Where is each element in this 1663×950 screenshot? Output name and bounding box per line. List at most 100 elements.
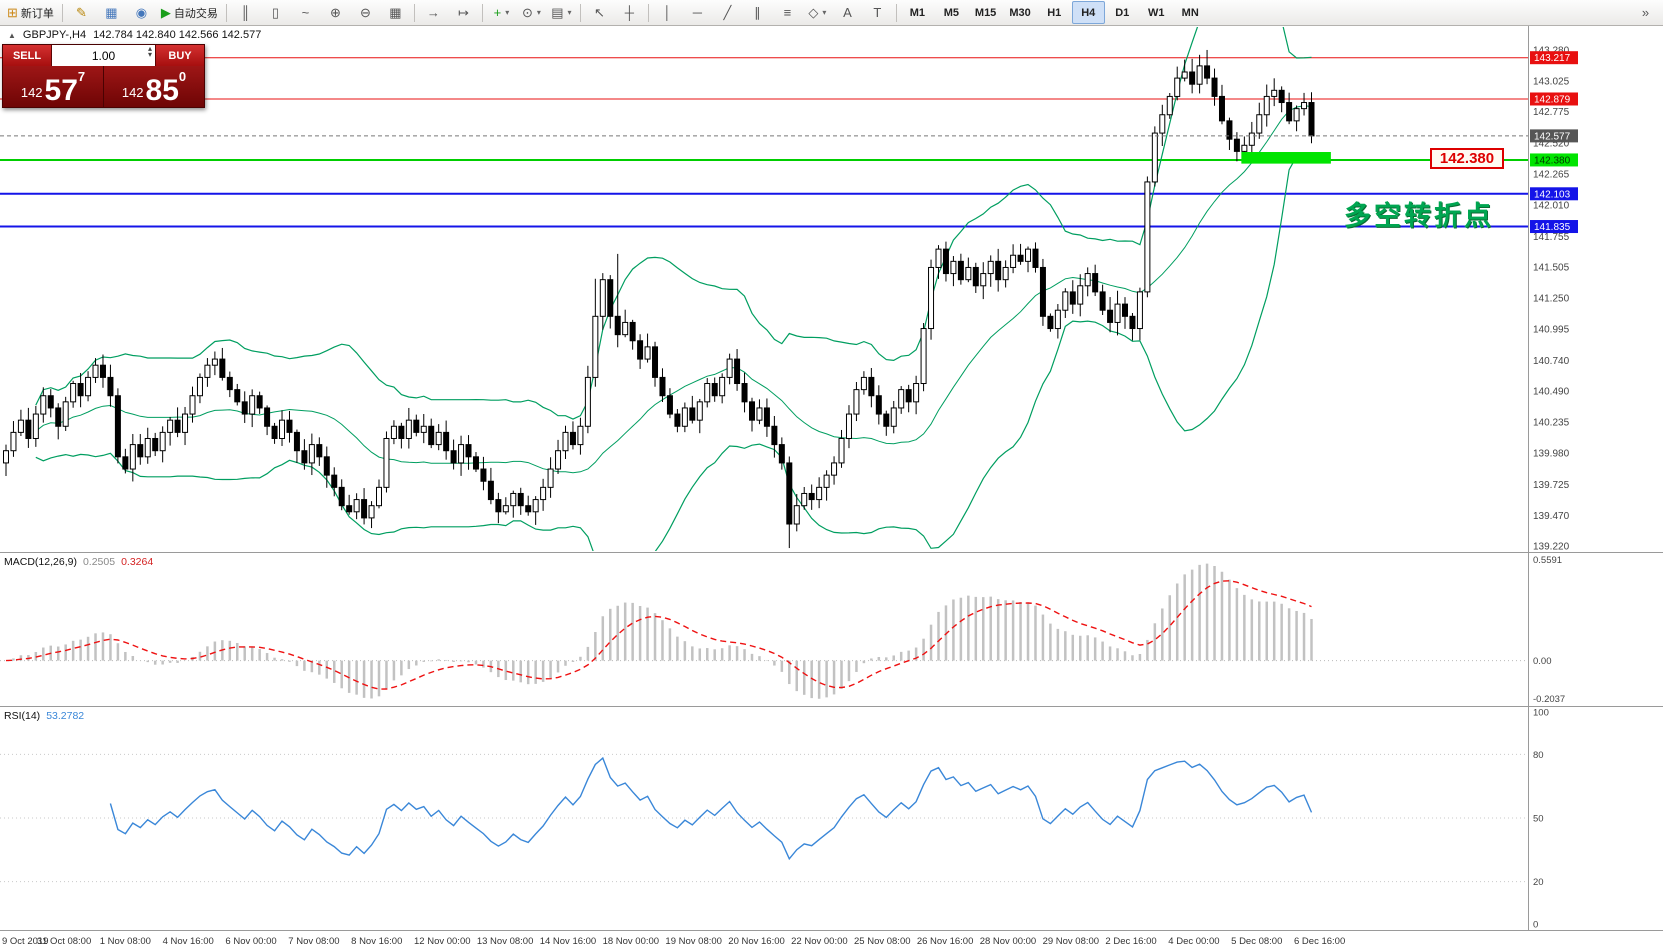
timeframe-h1[interactable]: H1 bbox=[1038, 1, 1071, 24]
rsi-indicator-label: RSI(14) 53.2782 bbox=[4, 710, 84, 722]
sell-price-sup: 7 bbox=[77, 69, 86, 84]
horizontal-line[interactable]: ─ bbox=[683, 1, 712, 24]
quote-panel-header: SELL 1.00 ▴ ▾ BUY bbox=[3, 44, 204, 66]
svg-text:7 Nov 08:00: 7 Nov 08:00 bbox=[288, 936, 339, 947]
lot-size-value[interactable]: 1.00 bbox=[91, 48, 116, 63]
turning-point-annotation[interactable]: 多空转折点 bbox=[1344, 201, 1494, 231]
toolbar-separator bbox=[579, 3, 581, 22]
price-axis-marker: 141.835 bbox=[1530, 220, 1578, 234]
autotrading-label: 自动交易 bbox=[173, 7, 218, 20]
new-order-icon: ⊞ bbox=[7, 5, 18, 20]
channel-icon: ∥ bbox=[754, 5, 761, 20]
buy-price-big: 85 bbox=[145, 73, 179, 107]
zoom-in-icon: ⊕ bbox=[329, 5, 341, 20]
svg-text:13 Nov 08:00: 13 Nov 08:00 bbox=[477, 936, 534, 947]
chart-candles[interactable]: ▯ bbox=[261, 1, 290, 24]
market-watch[interactable]: ▦ bbox=[97, 1, 126, 24]
lot-increase-button[interactable]: ▴ bbox=[147, 44, 152, 53]
vertical-line[interactable]: │ bbox=[653, 1, 682, 24]
macd-signal-line bbox=[5, 580, 1312, 690]
macd-signal-value: 0.3264 bbox=[121, 556, 154, 568]
toolbar-overflow[interactable]: » bbox=[1631, 1, 1660, 24]
timeframe-label: M30 bbox=[1009, 6, 1031, 19]
metaeditor[interactable]: ✎ bbox=[67, 1, 96, 24]
buy-price-button[interactable]: 142 85 0 bbox=[104, 66, 204, 107]
tile-windows[interactable]: ▦ bbox=[381, 1, 410, 24]
svg-text:50: 50 bbox=[1533, 814, 1544, 825]
dropdown-caret-icon: ▾ bbox=[822, 8, 827, 17]
label[interactable]: T bbox=[863, 1, 892, 24]
timeframe-label: M15 bbox=[974, 6, 997, 19]
svg-text:4 Dec 00:00: 4 Dec 00:00 bbox=[1168, 936, 1219, 947]
periods-icon: ⊙ bbox=[521, 5, 533, 20]
price-axis-marker: 142.380 bbox=[1530, 153, 1578, 167]
timeframe-h4[interactable]: H4 bbox=[1071, 1, 1105, 24]
ohlc-readout: 142.784 142.840 142.566 142.577 bbox=[93, 29, 262, 41]
sell-price-button[interactable]: 142 57 7 bbox=[3, 66, 104, 107]
svg-text:140.995: 140.995 bbox=[1533, 325, 1570, 336]
sell-button[interactable]: SELL bbox=[3, 45, 52, 66]
zoom-in[interactable]: ⊕ bbox=[321, 1, 350, 24]
timeframe-m15[interactable]: M15 bbox=[969, 1, 1002, 24]
buy-price-prefix: 142 bbox=[121, 85, 144, 100]
lot-decrease-button[interactable]: ▾ bbox=[147, 50, 152, 60]
toolbar-separator bbox=[225, 3, 227, 22]
navigator[interactable]: ◉ bbox=[127, 1, 156, 24]
timeframe-m1[interactable]: M1 bbox=[901, 1, 934, 24]
toolbar-separator bbox=[647, 3, 649, 22]
one-click-panel-toggle-icon[interactable]: ▲ bbox=[8, 30, 16, 40]
chart-shift[interactable]: ↦ bbox=[449, 1, 478, 24]
trendline-icon: ╱ bbox=[723, 5, 732, 20]
price-axis-marker: 142.879 bbox=[1530, 92, 1578, 106]
timeframe-d1[interactable]: D1 bbox=[1106, 1, 1139, 24]
channel[interactable]: ∥ bbox=[743, 1, 772, 24]
auto-scroll[interactable]: → bbox=[419, 1, 448, 24]
cursor[interactable]: ↖ bbox=[585, 1, 614, 24]
buy-button[interactable]: BUY bbox=[155, 45, 204, 66]
new-order[interactable]: ⊞ 新订单 bbox=[3, 1, 58, 24]
bollinger-bands bbox=[35, 27, 1312, 551]
text[interactable]: A bbox=[833, 1, 862, 24]
lot-size-field[interactable]: 1.00 ▴ ▾ bbox=[52, 44, 155, 66]
timeframe-label: H1 bbox=[1047, 6, 1062, 19]
chart-line[interactable]: ~ bbox=[291, 1, 320, 24]
level-lines[interactable] bbox=[0, 57, 1528, 228]
price-callout-label[interactable]: 142.380 bbox=[1430, 148, 1504, 169]
timeframe-mn[interactable]: MN bbox=[1174, 1, 1207, 24]
autotrading[interactable]: ▶ 自动交易 bbox=[157, 1, 222, 24]
periods[interactable]: ⊙ ▾ bbox=[517, 1, 546, 24]
text-icon: A bbox=[843, 5, 852, 20]
svg-text:142.879: 142.879 bbox=[1534, 94, 1571, 105]
timeframe-m5[interactable]: M5 bbox=[935, 1, 968, 24]
label-icon: T bbox=[873, 5, 882, 20]
price-axis-marker: 142.103 bbox=[1530, 187, 1578, 201]
chart-bars[interactable]: ║ bbox=[231, 1, 260, 24]
crosshair[interactable]: ┼ bbox=[615, 1, 644, 24]
timeframe-m30[interactable]: M30 bbox=[1003, 1, 1036, 24]
svg-text:0.5591: 0.5591 bbox=[1533, 555, 1562, 566]
svg-text:142.380: 142.380 bbox=[1534, 155, 1571, 166]
timeframe-label: D1 bbox=[1115, 6, 1130, 19]
price-axis-marker: 143.217 bbox=[1530, 51, 1578, 65]
fibonacci[interactable]: ≡ bbox=[773, 1, 802, 24]
indicators[interactable]: + ▾ bbox=[487, 1, 516, 24]
zoom-out[interactable]: ⊖ bbox=[351, 1, 380, 24]
cursor-icon: ↖ bbox=[593, 5, 605, 20]
zoom-out-icon: ⊖ bbox=[359, 5, 371, 20]
tile-windows-icon: ▦ bbox=[389, 5, 402, 20]
crosshair-icon: ┼ bbox=[624, 5, 635, 20]
svg-text:4 Nov 16:00: 4 Nov 16:00 bbox=[163, 936, 214, 947]
trendline[interactable]: ╱ bbox=[713, 1, 742, 24]
timeframe-w1[interactable]: W1 bbox=[1140, 1, 1173, 24]
dropdown-caret-icon: ▾ bbox=[505, 8, 510, 17]
templates[interactable]: ▤ ▾ bbox=[547, 1, 576, 24]
svg-text:139.470: 139.470 bbox=[1533, 511, 1570, 522]
chart-candles-icon: ▯ bbox=[271, 5, 279, 20]
symbol-label: GBPJPY-,H4 bbox=[22, 29, 87, 41]
shapes[interactable]: ◇ ▾ bbox=[803, 1, 832, 24]
price-axis[interactable]: 143.280 143.025 142.775 142.520 142.265 142.0… bbox=[1530, 46, 1578, 931]
svg-text:142.265: 142.265 bbox=[1533, 170, 1570, 181]
highlight-zone[interactable] bbox=[1241, 152, 1331, 164]
